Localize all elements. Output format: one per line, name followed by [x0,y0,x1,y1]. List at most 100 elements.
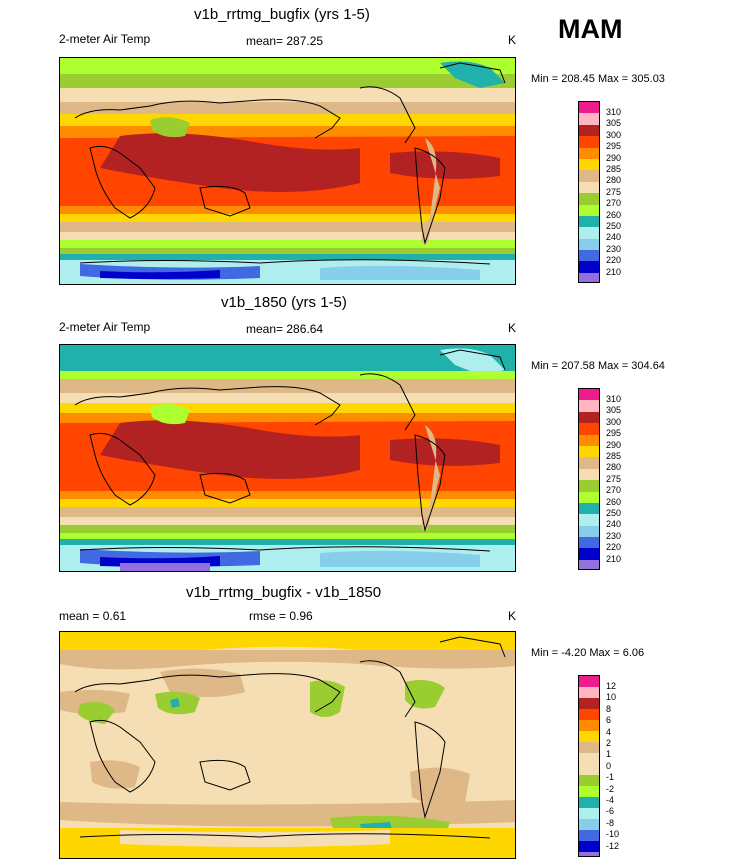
legend-label: 285 [606,451,622,461]
legend-label: 275 [606,186,622,197]
panel-2-minmax: Min = 207.58 Max = 304.64 [531,360,665,372]
panel-2-mean: mean= 286.64 [246,322,324,336]
legend-label: 285 [606,164,622,174]
legend-label: 210 [606,553,622,564]
legend-swatch [579,720,599,731]
legend-label: 275 [606,473,622,484]
legend-swatch [579,797,599,808]
legend-label: 220 [606,255,622,266]
panel-3-minmax: Min = -4.20 Max = 6.06 [531,647,645,659]
legend-label: 310 [606,394,622,404]
legend-swatch [579,830,599,841]
legend-label: 280 [606,462,622,473]
legend-swatch [579,457,599,469]
legend-label: 270 [606,198,622,209]
legend-label: 270 [606,485,622,496]
legend-label: 310 [606,107,622,117]
legend-swatch [579,548,599,560]
legend-label: 300 [606,129,622,140]
legend-swatch [579,147,599,159]
legend-label: 290 [606,439,622,450]
legend-swatch [579,250,599,262]
legend-label: 305 [606,405,622,416]
legend-label: 260 [606,209,622,220]
legend-swatch [579,238,599,251]
legend-swatch [579,491,599,503]
legend-swatch [579,215,599,228]
legend-swatch [579,502,599,515]
legend-label: 0 [606,760,612,771]
panel-1-variable: 2-meter Air Temp [59,32,151,46]
legend-label: 240 [606,519,622,530]
legend-swatch [579,764,599,775]
legend-swatch [579,204,599,216]
legend-swatch [579,514,599,526]
legend-swatch [579,113,599,125]
legend-label: 295 [606,428,622,439]
legend-label: 2 [606,738,612,748]
panel-2-map [59,344,516,572]
legend-swatch [579,852,599,856]
legend-label: 295 [606,141,622,152]
legend-swatch [579,468,599,481]
panel-3-legend-bar [578,675,600,857]
legend-swatch [579,786,599,797]
legend-swatch [579,158,599,171]
legend-swatch [579,170,599,182]
legend-label: 230 [606,530,622,541]
legend-label: 4 [606,726,612,737]
legend-swatch [579,742,599,753]
legend-swatch [579,400,599,412]
legend-label: -4 [606,795,615,805]
legend-label: 6 [606,715,612,726]
legend-swatch [579,775,599,786]
panel-3-map [59,631,516,859]
legend-swatch [579,423,599,435]
panel-1-minmax: Min = 208.45 Max = 305.03 [531,73,665,85]
legend-swatch [579,480,599,492]
panel-1-units: K [508,33,517,47]
legend-swatch [579,709,599,720]
legend-swatch [579,445,599,458]
legend-swatch [579,698,599,709]
legend-swatch [579,411,599,424]
legend-label: 305 [606,118,622,129]
legend-swatch [579,389,599,401]
panel-2-title: v1b_1850 (yrs 1-5) [221,294,347,311]
legend-swatch [579,537,599,549]
legend-swatch [579,181,599,194]
legend-swatch [579,841,599,852]
legend-label: 220 [606,542,622,553]
legend-label: -1 [606,772,615,783]
legend-label: 10 [606,692,617,703]
legend-swatch [579,753,599,764]
legend-swatch [579,687,599,698]
legend-label: -12 [606,840,620,851]
legend-label: -10 [606,829,620,840]
legend-label: 230 [606,243,622,254]
panel-2-units: K [508,321,517,335]
legend-swatch [579,272,599,282]
legend-label: -2 [606,783,615,794]
legend-label: 290 [606,152,622,163]
panel-1-map [59,57,516,285]
legend-label: -6 [606,806,615,817]
legend-swatch [579,124,599,137]
legend-label: -8 [606,817,615,828]
legend-swatch [579,193,599,205]
legend-label: 240 [606,232,622,243]
legend-swatch [579,808,599,819]
panel-1-mean: mean= 287.25 [246,34,324,48]
legend-label: 12 [606,681,617,691]
legend-swatch [579,819,599,830]
panel-3-mean: mean = 0.61 [59,609,127,623]
legend-label: 1 [606,749,612,760]
legend-label: 260 [606,496,622,507]
legend-swatch [579,227,599,239]
season-label: MAM [558,14,623,44]
panel-3-rmse: rmse = 0.96 [249,609,313,623]
legend-label: 300 [606,416,622,427]
panel-2-legend-bar [578,388,600,570]
legend-label: 250 [606,508,622,518]
legend-swatch [579,136,599,148]
